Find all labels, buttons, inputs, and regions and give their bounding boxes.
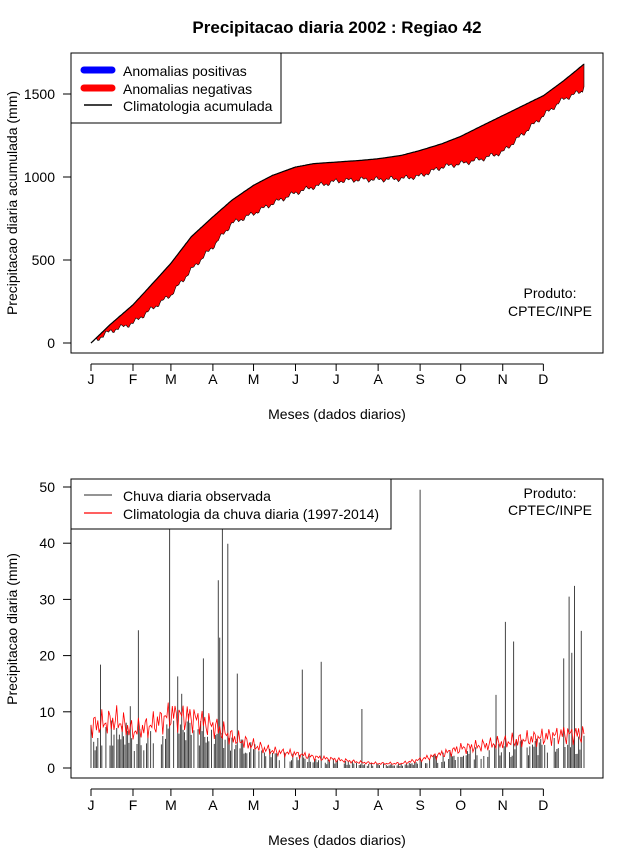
x-tick-label: J (292, 797, 299, 813)
plot-frame (70, 52, 604, 354)
x-tick-label: M (165, 371, 177, 387)
x-tick-label: A (373, 797, 383, 813)
legend: Anomalias positivas Anomalias negativas … (70, 52, 282, 124)
legend-label-climatology: Climatologia da chuva diaria (1997-2014) (123, 506, 379, 522)
y-axis-label: Precipitacao diaria acumulada (mm) (4, 91, 20, 315)
credit-institution: CPTEC/INPE (508, 303, 592, 319)
x-tick-label: O (455, 797, 466, 813)
y-tick-label: 50 (39, 479, 55, 495)
y-tick-label: 1000 (24, 169, 55, 185)
daily-precipitation-chart: 0 10 20 30 40 50 J F M A M J J A S O N D Precipitacao di… (4, 478, 604, 848)
x-tick-label: M (165, 797, 177, 813)
daily-climatology-line (90, 702, 585, 766)
x-tick-label: J (333, 797, 340, 813)
x-tick-label: N (498, 797, 508, 813)
x-tick-label: F (129, 797, 138, 813)
observed-rain-bars (90, 489, 585, 768)
x-tick-label: J (88, 371, 95, 387)
y-tick-label: 500 (32, 252, 56, 268)
y-axis-label: Precipitacao diaria (mm) (4, 553, 20, 705)
x-tick-label: A (208, 371, 218, 387)
credit-product: Produto: (524, 485, 577, 501)
y-axis: 0 500 1000 1500 (24, 86, 71, 351)
y-tick-label: 1500 (24, 86, 55, 102)
legend: Chuva diaria observada Climatologia da c… (70, 478, 392, 530)
chart-title: Precipitacao diaria 2002 : Regiao 42 (192, 18, 481, 37)
y-tick-label: 40 (39, 535, 55, 551)
y-tick-label: 0 (47, 760, 55, 776)
x-tick-label: J (88, 797, 95, 813)
legend-label-climatology: Climatologia acumulada (123, 98, 273, 114)
legend-label-negative: Anomalias negativas (123, 81, 252, 97)
legend-box (70, 478, 392, 530)
x-tick-label: A (208, 797, 218, 813)
credit-institution: CPTEC/INPE (508, 502, 592, 518)
y-tick-label: 20 (39, 648, 55, 664)
x-tick-label: J (292, 371, 299, 387)
x-tick-label: D (538, 797, 548, 813)
x-tick-label: S (415, 797, 424, 813)
x-tick-label: D (538, 371, 548, 387)
accumulated-climatology-line (90, 63, 585, 344)
accumulated-precipitation-chart: 0 500 1000 1500 J F M A M J J A S O N D Precipitacao d… (4, 52, 604, 422)
x-tick-label: F (129, 371, 138, 387)
x-axis-label: Meses (dados diarios) (268, 832, 406, 848)
y-tick-label: 10 (39, 704, 55, 720)
legend-label-positive: Anomalias positivas (123, 63, 247, 79)
x-tick-label: M (248, 797, 260, 813)
credit-product: Produto: (524, 285, 577, 301)
x-tick-label: M (248, 371, 260, 387)
y-tick-label: 30 (39, 591, 55, 607)
x-tick-label: J (333, 371, 340, 387)
x-tick-label: A (373, 371, 383, 387)
x-tick-label: O (455, 371, 466, 387)
legend-label-observed: Chuva diaria observada (123, 488, 271, 504)
y-tick-label: 0 (47, 335, 55, 351)
x-axis-label: Meses (dados diarios) (268, 406, 406, 422)
y-axis: 0 10 20 30 40 50 (39, 479, 71, 776)
x-tick-label: N (498, 371, 508, 387)
x-tick-label: S (415, 371, 424, 387)
